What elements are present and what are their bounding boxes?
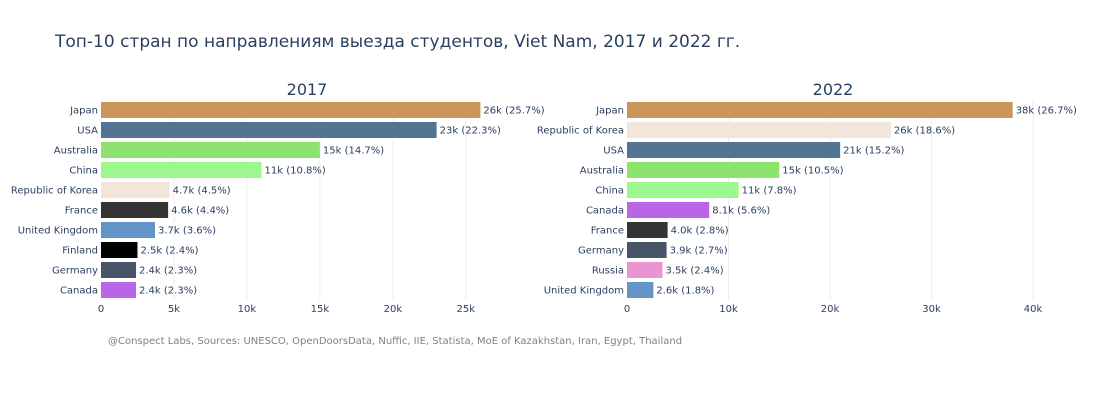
data-label: 2.4k (2.3%) <box>139 266 197 277</box>
bar <box>101 222 155 238</box>
source-footnote: @Conspect Labs, Sources: UNESCO, OpenDoo… <box>108 336 683 347</box>
data-label: 2.5k (2.4%) <box>140 246 198 257</box>
category-label: Japan <box>69 106 98 117</box>
bar <box>101 242 138 258</box>
x-tick-label: 20k <box>384 304 403 315</box>
data-label: 26k (25.7%) <box>483 106 544 117</box>
x-tick-label: 10k <box>719 304 738 315</box>
bar <box>101 282 137 298</box>
bar <box>627 122 891 138</box>
category-label: Russia <box>592 266 624 277</box>
category-label: France <box>591 226 624 237</box>
category-label: USA <box>77 126 98 137</box>
bar <box>101 122 437 138</box>
x-tick-label: 0 <box>624 304 630 315</box>
bar <box>627 142 841 158</box>
x-tick-label: 20k <box>821 304 840 315</box>
category-label: Japan <box>595 106 624 117</box>
bar <box>627 182 739 198</box>
category-label: Republic of Korea <box>537 126 624 137</box>
category-label: China <box>595 186 624 197</box>
category-label: Canada <box>586 206 624 217</box>
category-label: Germany <box>578 246 624 257</box>
x-tick-label: 40k <box>1024 304 1043 315</box>
data-label: 15k (10.5%) <box>782 166 843 177</box>
data-label: 23k (22.3%) <box>440 126 501 137</box>
category-label: France <box>65 206 98 217</box>
bar <box>627 282 654 298</box>
bar <box>627 202 710 218</box>
data-label: 11k (10.8%) <box>265 166 326 177</box>
category-label: United Kingdom <box>544 286 624 297</box>
data-label: 2.6k (1.8%) <box>656 286 714 297</box>
category-label: United Kingdom <box>18 226 98 237</box>
x-tick-label: 0 <box>98 304 104 315</box>
data-label: 3.5k (2.4%) <box>666 266 724 277</box>
data-label: 4.0k (2.8%) <box>671 226 729 237</box>
category-label: Finland <box>62 246 98 257</box>
data-label: 15k (14.7%) <box>323 146 384 157</box>
x-tick-label: 5k <box>168 304 180 315</box>
data-label: 26k (18.6%) <box>894 126 955 137</box>
data-label: 3.7k (3.6%) <box>158 226 216 237</box>
data-label: 8.1k (5.6%) <box>712 206 770 217</box>
bar <box>627 102 1013 118</box>
x-tick-label: 10k <box>238 304 257 315</box>
data-label: 3.9k (2.7%) <box>670 246 728 257</box>
bar <box>627 162 780 178</box>
bar <box>101 142 320 158</box>
data-label: 38k (26.7%) <box>1016 106 1077 117</box>
category-label: Australia <box>54 146 98 157</box>
bar <box>101 202 169 218</box>
bar <box>627 262 663 278</box>
category-label: China <box>69 166 98 177</box>
category-label: USA <box>603 146 624 157</box>
category-label: Germany <box>52 266 98 277</box>
bar <box>101 262 137 278</box>
bar <box>101 182 170 198</box>
category-label: Australia <box>580 166 624 177</box>
category-label: Republic of Korea <box>11 186 98 197</box>
bar <box>101 102 481 118</box>
subplot-title: 2022 <box>813 80 854 99</box>
x-tick-label: 25k <box>457 304 476 315</box>
category-label: Canada <box>60 286 98 297</box>
data-label: 21k (15.2%) <box>843 146 904 157</box>
subplot-title: 2017 <box>287 80 328 99</box>
data-label: 4.6k (4.4%) <box>171 206 229 217</box>
data-label: 11k (7.8%) <box>742 186 797 197</box>
bar <box>627 242 667 258</box>
bar <box>627 222 668 238</box>
x-tick-label: 30k <box>922 304 941 315</box>
bar <box>101 162 262 178</box>
chart-title: Топ-10 стран по направлениям выезда студ… <box>55 32 741 52</box>
data-label: 2.4k (2.3%) <box>139 286 197 297</box>
x-tick-label: 15k <box>311 304 330 315</box>
data-label: 4.7k (4.5%) <box>173 186 231 197</box>
